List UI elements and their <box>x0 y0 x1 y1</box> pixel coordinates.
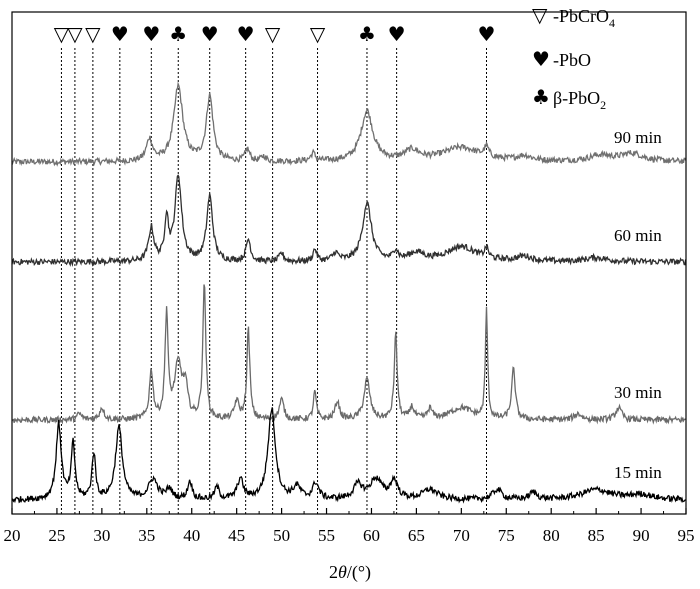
x-tick-label: 90 <box>633 526 650 545</box>
legend-label: -PbCrO4 <box>553 6 615 30</box>
x-tick-label: 40 <box>183 526 200 545</box>
x-tick-label: 75 <box>498 526 515 545</box>
series-label: 90 min <box>614 128 662 147</box>
series-line-15-min <box>11 407 686 504</box>
x-tick-label: 35 <box>138 526 155 545</box>
series-line-30-min <box>11 284 686 425</box>
x-tick-label: 95 <box>678 526 695 545</box>
series-line-90-min <box>11 81 687 167</box>
legend-symbol: ♣ <box>532 85 550 109</box>
phase-marker: ♥ <box>201 22 219 46</box>
phase-marker: ▽ <box>54 22 70 46</box>
x-tick-label: 80 <box>543 526 560 545</box>
legend-label: β-PbO2 <box>553 88 606 112</box>
x-tick-label: 55 <box>318 526 335 545</box>
phase-marker: ▽ <box>265 22 281 46</box>
x-tick-label: 25 <box>48 526 65 545</box>
phase-marker: ♥ <box>237 22 255 46</box>
phase-marker: ▽ <box>67 22 83 46</box>
x-tick-label: 30 <box>93 526 110 545</box>
x-tick-label: 50 <box>273 526 290 545</box>
x-tick-label: 70 <box>453 526 470 545</box>
legend-label: -PbO <box>553 50 591 70</box>
phase-marker: ♥ <box>478 22 496 46</box>
phase-marker: ♣ <box>358 22 376 46</box>
series-layer <box>11 81 687 504</box>
x-tick-label: 20 <box>4 526 21 545</box>
x-tick-label: 85 <box>588 526 605 545</box>
phase-marker: ♥ <box>388 22 406 46</box>
legend-symbol: ♥ <box>532 47 550 71</box>
series-line-60-min <box>11 174 687 268</box>
legend: ▽ -PbCrO4♥ -PbO♣ β-PbO2 <box>532 3 615 112</box>
legend-symbol: ▽ <box>532 3 548 27</box>
phase-marker: ▽ <box>310 22 326 46</box>
x-tick-label: 45 <box>228 526 245 545</box>
series-label: 60 min <box>614 226 662 245</box>
x-axis: 20 25 30 35 40 45 50 55 60 65 70 75 80 85 90 95 <box>4 11 695 545</box>
phase-marker: ♥ <box>111 22 129 46</box>
series-label: 30 min <box>614 383 662 402</box>
phase-marker: ♥ <box>142 22 160 46</box>
x-axis-label: 2θ/(°) <box>329 562 371 583</box>
x-tick-label: 60 <box>363 526 380 545</box>
reference-lines <box>60 48 487 514</box>
series-label: 15 min <box>614 463 662 482</box>
x-tick-label: 65 <box>408 526 425 545</box>
series-labels: 90 min 60 min 30 min 15 min <box>614 128 662 482</box>
phase-marker: ▽ <box>85 22 101 46</box>
phase-markers: ▽▽ ▽ ♥ ♥ ♣ ♥ ♥ ▽ ▽ ♣ ♥ ♥ <box>54 22 496 46</box>
phase-marker: ♣ <box>169 22 187 46</box>
